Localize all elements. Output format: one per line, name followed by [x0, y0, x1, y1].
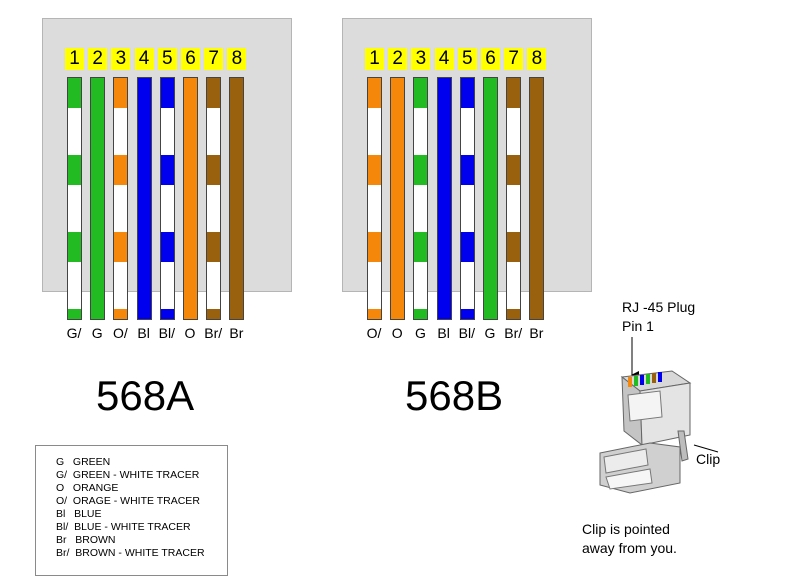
pin-number: 4	[134, 48, 154, 70]
legend-entry: Bl/ BLUE - WHITE TRACER	[56, 521, 191, 533]
pin-number: 5	[157, 48, 177, 70]
legend-entry: O ORANGE	[56, 482, 119, 494]
wire-orange	[183, 77, 198, 320]
plug-title-line2: Pin 1	[622, 318, 654, 334]
wire-orange	[390, 77, 406, 320]
legend-entry: G/ GREEN - WHITE TRACER	[56, 469, 200, 481]
wire-blue-white-tracer	[459, 77, 475, 320]
wire-brown	[229, 77, 245, 320]
plug-note: Clip is pointed away from you.	[582, 520, 677, 558]
rj45-plug-illustration	[599, 337, 719, 494]
wire-label: Br/	[204, 325, 223, 341]
standard-label-568b: 568B	[405, 372, 504, 419]
pin-number: 8	[527, 48, 547, 70]
standard-label-568a: 568A	[96, 372, 195, 419]
wire-label: Bl/	[458, 325, 475, 341]
wire-label: G	[91, 325, 103, 341]
pin-number: 6	[481, 48, 500, 70]
plug-clip	[677, 430, 689, 462]
wire-orange-white-tracer	[367, 77, 382, 320]
wire-green-white-tracer	[67, 77, 82, 320]
wire-label: O/	[113, 325, 128, 341]
pin-number: 6	[181, 48, 200, 70]
pin-number: 3	[411, 48, 431, 70]
wire-brown-white-tracer	[506, 77, 522, 320]
pin-number: 7	[504, 48, 524, 70]
wire-label: G/	[66, 325, 82, 341]
clip-label: Clip	[696, 451, 721, 467]
wire-green	[483, 77, 498, 320]
wire-green-white-tracer	[413, 77, 429, 320]
wire-label: G	[484, 325, 496, 341]
wire-label: O/	[366, 325, 382, 341]
wire-label: G	[414, 325, 426, 341]
wire-brown	[529, 77, 545, 320]
wire-label: Br	[229, 325, 244, 341]
wire-brown-white-tracer	[206, 77, 222, 320]
pin-number: 1	[65, 48, 84, 70]
pin-number: 8	[227, 48, 247, 70]
plug-note-line1: Clip is pointed	[582, 521, 670, 537]
wire-green	[90, 77, 106, 320]
wire-label: O	[391, 325, 403, 341]
plug-note-line2: away from you.	[582, 540, 677, 556]
wire-label: Bl	[437, 325, 450, 341]
pin-number: 1	[365, 48, 384, 70]
pin-number: 5	[457, 48, 477, 70]
pin-number: 7	[204, 48, 224, 70]
wire-orange-white-tracer	[113, 77, 129, 320]
wire-blue	[136, 77, 152, 320]
legend-entry: Br/ BROWN - WHITE TRACER	[56, 547, 205, 559]
pin-number: 2	[388, 48, 408, 70]
legend-entry: G GREEN	[56, 456, 111, 468]
legend-entry: Bl BLUE	[56, 508, 102, 520]
wire-label: Bl	[137, 325, 150, 341]
pin-number: 3	[111, 48, 131, 70]
pin-number: 2	[88, 48, 108, 70]
wire-label: Bl/	[158, 325, 175, 341]
plug-title-line1: RJ -45 Plug	[622, 299, 696, 315]
wire-label: Br/	[504, 325, 523, 341]
legend-entry: O/ ORAGE - WHITE TRACER	[56, 495, 200, 507]
wire-label: O	[184, 325, 196, 341]
color-legend: G GREEN G/ GREEN - WHITE TRACER O ORANGE…	[35, 445, 228, 576]
wire-blue	[436, 77, 452, 320]
plug-title: RJ -45 Plug Pin 1	[622, 298, 695, 336]
wire-blue-white-tracer	[159, 77, 175, 320]
legend-entry: Br BROWN	[56, 534, 116, 546]
clip-arrow	[693, 444, 719, 453]
pin-number: 4	[434, 48, 454, 70]
wire-label: Br	[529, 325, 544, 341]
